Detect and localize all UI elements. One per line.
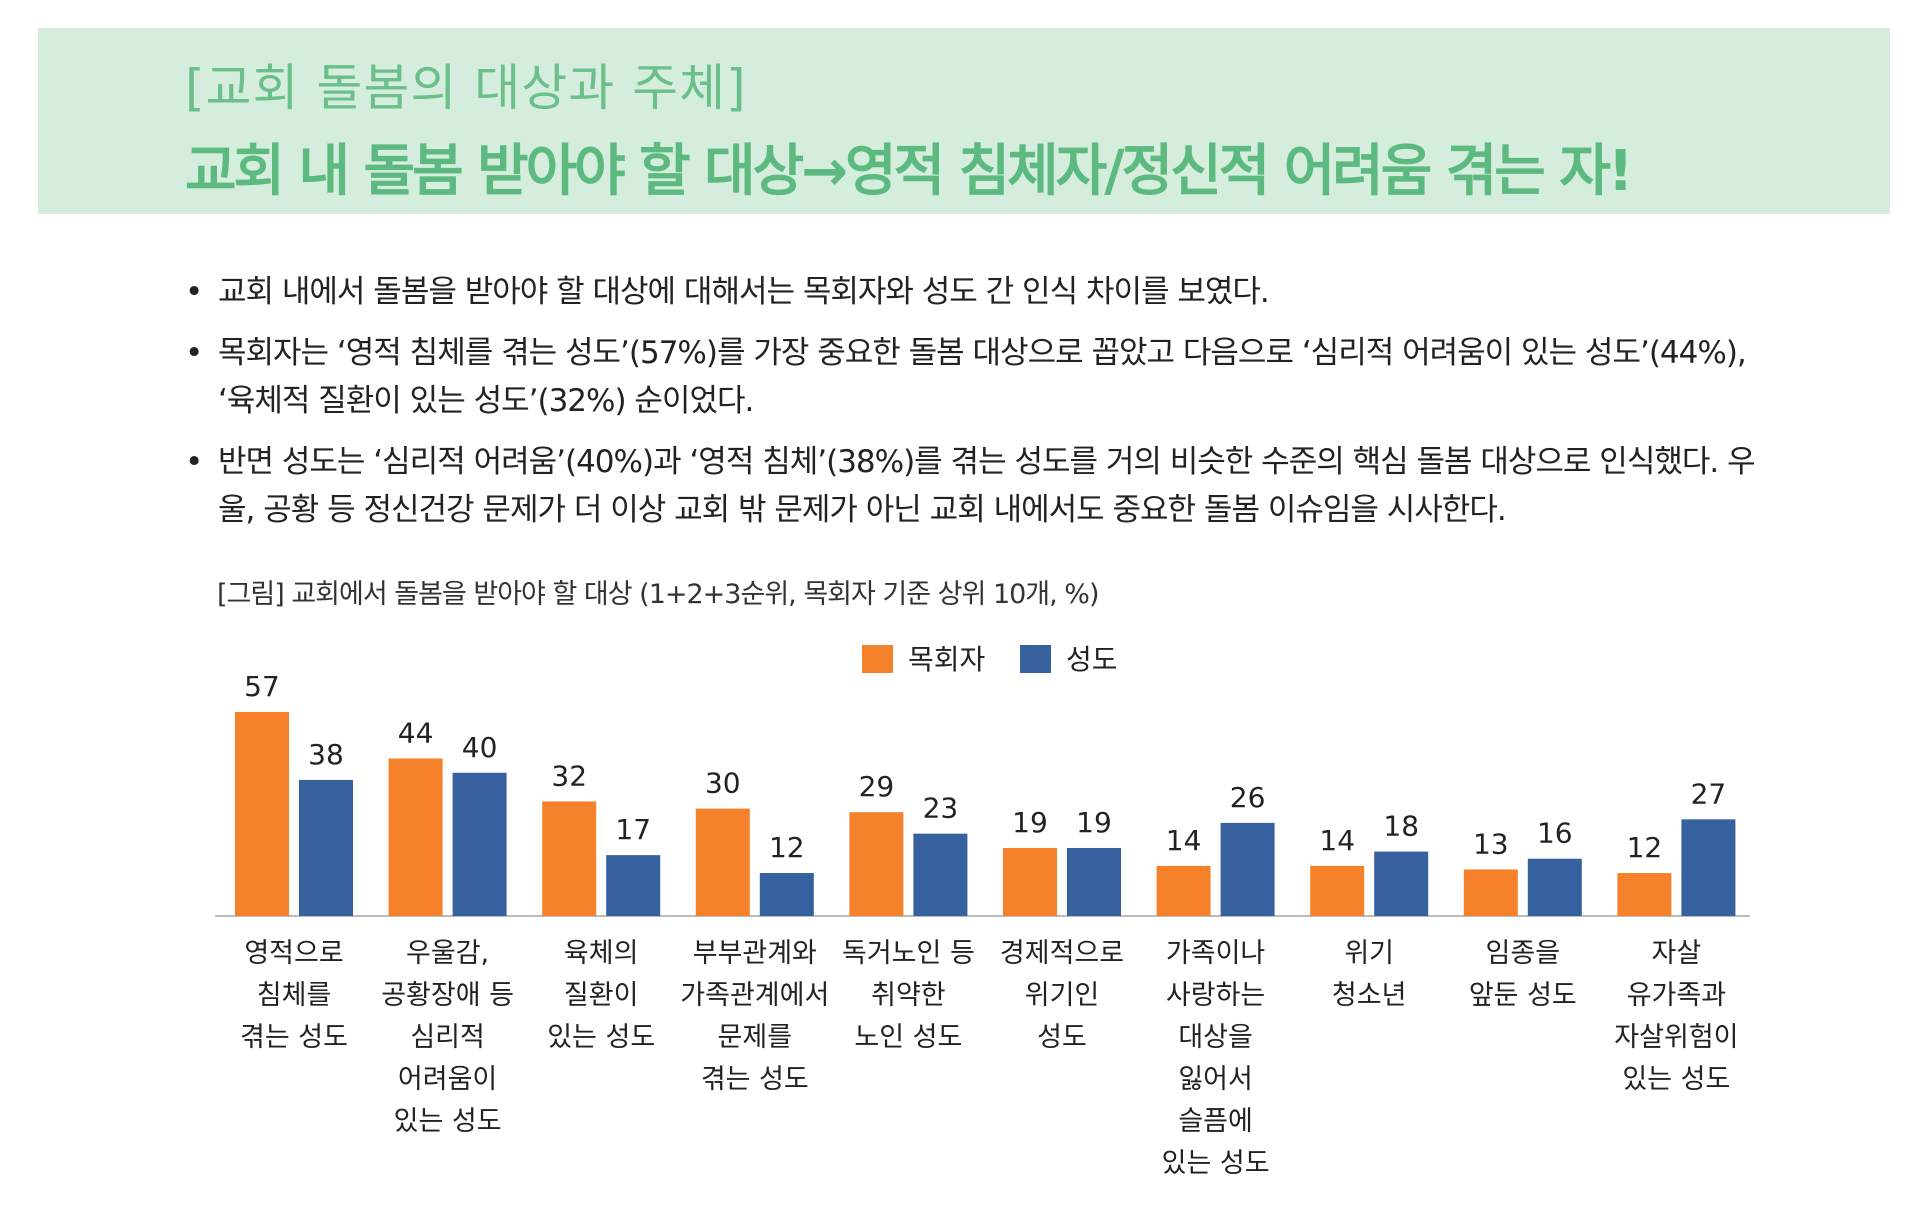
bar: [606, 855, 661, 916]
data-label: 23: [923, 792, 959, 825]
bullet-item: 반면 성도는 ‘심리적 어려움’(40%)과 ‘영적 침체’(38%)를 겪는 …: [185, 438, 1756, 534]
data-label: 32: [551, 759, 587, 792]
category-label-line: 자살: [1652, 938, 1702, 969]
bullet-item: 목회자는 ‘영적 침체를 겪는 성도’(57%)를 가장 중요한 돌봄 대상으로…: [185, 329, 1755, 425]
category-label-line: 잃어서: [1178, 1064, 1253, 1095]
category-label-line: 겪는 성도: [240, 1022, 348, 1053]
category-label-line: 슬픔에: [1178, 1106, 1253, 1137]
bar: [913, 833, 968, 916]
legend-swatch: [1020, 645, 1051, 673]
bar: [1681, 819, 1736, 916]
category-label-line: 임종을: [1486, 938, 1561, 969]
bar: [1220, 822, 1275, 916]
bar: [759, 873, 814, 916]
bar: [1003, 847, 1057, 916]
bar: [388, 758, 443, 916]
data-label: 44: [398, 716, 434, 749]
data-label: 14: [1166, 824, 1202, 857]
category-label-line: 가족관계에서: [680, 980, 829, 1011]
data-label: 57: [244, 670, 280, 703]
bullet-list: 교회 내에서 돌봄을 받아야 할 대상에 대해서는 목회자와 성도 간 인식 차…: [185, 268, 1756, 547]
category-label-line: 위기인: [1025, 980, 1100, 1011]
category-label-line: 대상을: [1178, 1022, 1253, 1053]
bullet-item: 교회 내에서 돌봄을 받아야 할 대상에 대해서는 목회자와 성도 간 인식 차…: [185, 268, 1755, 316]
data-label: 17: [615, 813, 651, 846]
section-title: 교회 내 돌봄 받아야 할 대상→영적 침체자/정신적 어려움 겪는 자!: [185, 139, 1633, 204]
category-label-line: 공황장애 등: [381, 980, 514, 1011]
category-label-line: 문제를: [718, 1022, 793, 1053]
category-label-line: 위기: [1344, 938, 1394, 969]
data-label: 13: [1473, 827, 1509, 860]
category-label-line: 성도: [1037, 1022, 1087, 1053]
category-label-line: 우울감,: [406, 938, 489, 969]
category-label-line: 있는 성도: [547, 1022, 655, 1053]
bar: [1310, 865, 1365, 916]
category-label-line: 침체를: [257, 980, 332, 1011]
category-label-line: 있는 성도: [1622, 1064, 1730, 1095]
data-label: 12: [769, 831, 805, 864]
data-label: 12: [1627, 831, 1663, 864]
data-label: 40: [462, 731, 498, 764]
category-label-line: 유가족과: [1627, 980, 1726, 1011]
data-label: 14: [1319, 824, 1355, 857]
category-label-line: 독거노인 등: [842, 938, 975, 969]
bar: [1617, 873, 1672, 916]
legend-label: 성도: [1066, 643, 1118, 676]
bar: [542, 801, 597, 916]
category-label-line: 사랑하는: [1166, 980, 1265, 1011]
bar: [1374, 851, 1429, 916]
category-label-line: 질환이: [564, 980, 639, 1011]
data-label: 26: [1230, 781, 1266, 814]
data-label: 18: [1383, 810, 1419, 843]
data-label: 27: [1691, 777, 1727, 810]
legend-label: 목회자: [908, 643, 985, 676]
category-label-line: 청소년: [1332, 980, 1407, 1011]
category-label-line: 노인 성도: [854, 1022, 962, 1053]
bar: [235, 711, 289, 916]
section-subtitle: [교회 돌봄의 대상과 주체]: [185, 59, 747, 117]
data-label: 30: [705, 767, 741, 800]
bar: [695, 808, 750, 916]
legend-swatch: [862, 645, 893, 673]
category-label-line: 부부관계와: [693, 938, 817, 969]
category-label-line: 겪는 성도: [701, 1064, 809, 1095]
category-label-line: 심리적: [410, 1022, 485, 1053]
bar: [299, 779, 353, 916]
bar: [849, 812, 904, 916]
data-label: 19: [1076, 806, 1112, 839]
bar: [1463, 869, 1518, 916]
data-label: 38: [308, 738, 344, 771]
figure-caption: [그림] 교회에서 돌봄을 받아야 할 대상 (1+2+3순위, 목회자 기준 …: [217, 579, 1099, 610]
category-label-line: 취약한: [871, 980, 946, 1011]
bar: [1527, 858, 1582, 916]
category-label-line: 경제적으로: [1000, 938, 1124, 969]
bar: [1156, 865, 1211, 916]
bar: [452, 772, 507, 916]
data-label: 19: [1012, 806, 1048, 839]
category-label-line: 가족이나: [1166, 938, 1265, 969]
category-label-line: 앞둔 성도: [1469, 980, 1577, 1011]
data-label: 16: [1537, 817, 1573, 850]
category-label-line: 육체의: [564, 938, 639, 969]
category-label-line: 있는 성도: [1162, 1148, 1270, 1179]
header-band: [38, 28, 1890, 214]
category-label-line: 영적으로: [244, 938, 343, 969]
data-label: 29: [859, 770, 895, 803]
bar: [1067, 847, 1121, 916]
category-label-line: 있는 성도: [394, 1106, 502, 1137]
category-label-line: 자살위험이: [1614, 1022, 1738, 1053]
category-label-line: 어려움이: [398, 1064, 497, 1095]
